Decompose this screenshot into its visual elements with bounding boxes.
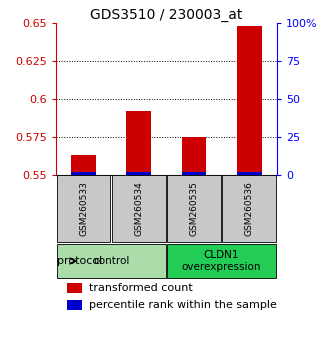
FancyBboxPatch shape <box>57 244 165 278</box>
FancyBboxPatch shape <box>57 175 110 242</box>
Text: transformed count: transformed count <box>89 283 193 293</box>
Text: GSM260536: GSM260536 <box>245 181 254 236</box>
Text: percentile rank within the sample: percentile rank within the sample <box>89 300 277 310</box>
FancyBboxPatch shape <box>222 175 276 242</box>
Text: GSM260535: GSM260535 <box>189 181 198 236</box>
Bar <box>71 172 96 175</box>
Bar <box>71 155 96 175</box>
Bar <box>126 172 151 175</box>
Text: control: control <box>93 256 129 266</box>
Bar <box>181 172 206 175</box>
Bar <box>67 283 83 293</box>
Text: protocol: protocol <box>57 256 102 266</box>
Bar <box>237 172 262 175</box>
FancyBboxPatch shape <box>167 175 221 242</box>
Bar <box>237 26 262 175</box>
Text: GSM260533: GSM260533 <box>79 181 88 236</box>
Bar <box>181 137 206 175</box>
FancyBboxPatch shape <box>167 244 276 278</box>
Bar <box>67 300 83 310</box>
Title: GDS3510 / 230003_at: GDS3510 / 230003_at <box>90 8 243 22</box>
FancyBboxPatch shape <box>112 175 165 242</box>
Text: CLDN1
overexpression: CLDN1 overexpression <box>182 250 261 272</box>
Bar <box>126 111 151 175</box>
Text: GSM260534: GSM260534 <box>134 181 143 236</box>
